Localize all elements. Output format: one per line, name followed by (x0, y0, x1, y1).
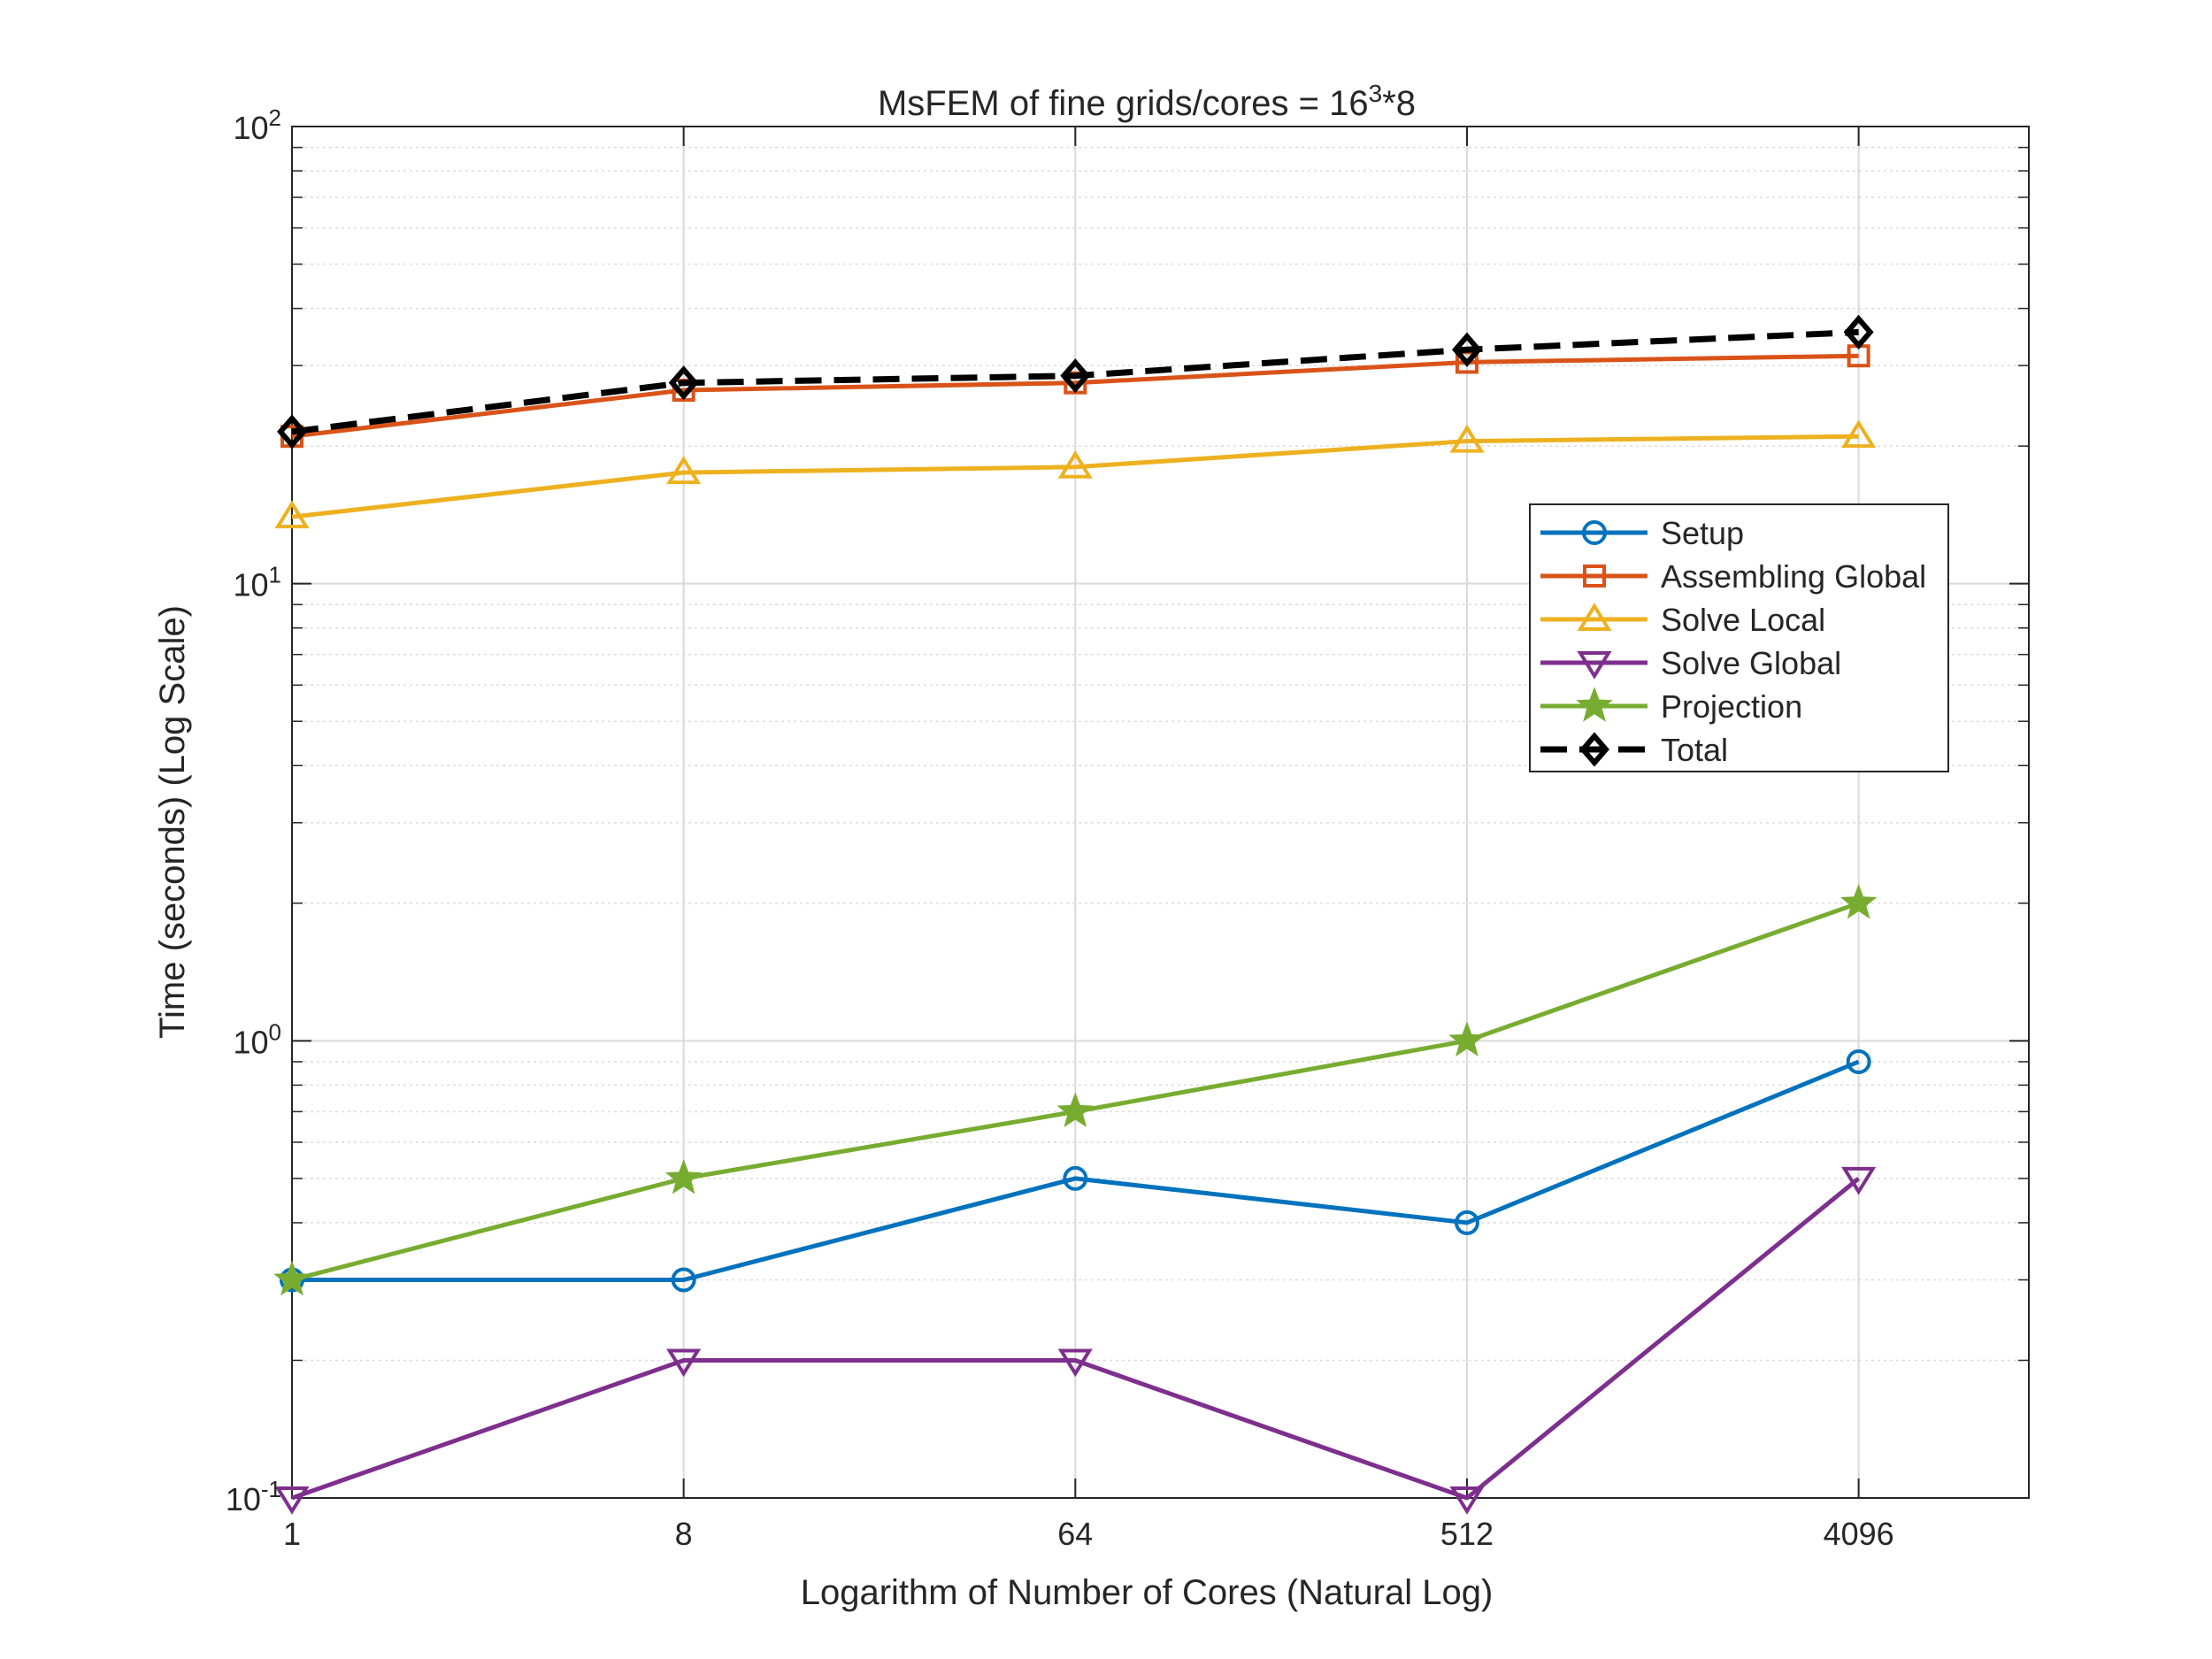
legend-label: Setup (1661, 515, 1744, 551)
legend-item-setup: Setup (1540, 515, 1744, 551)
legend-label: Solve Local (1661, 602, 1825, 638)
y-tick-label: 10-1 (226, 1476, 281, 1517)
series-total (277, 314, 1874, 449)
marker-triangle-down (1057, 1348, 1093, 1378)
series-line-total (291, 328, 1859, 435)
marker-triangle-up (1841, 419, 1877, 449)
y-tick-exponent: 1 (269, 562, 281, 588)
x-tick-label: 512 (1440, 1516, 1494, 1552)
marker-star (664, 1159, 703, 1194)
chart-title-superscript: 3 (1369, 80, 1383, 107)
y-axis-label: Time (seconds) (Log Scale) (153, 605, 192, 1039)
chart-title-suffix: *8 (1382, 84, 1416, 123)
legend: Setup Assembling Global Solve Local Solve G… (1529, 503, 1949, 772)
y-tick-base: 10 (226, 1481, 261, 1517)
y-tick-base: 10 (233, 567, 268, 603)
marker-triangle-down (1841, 1166, 1877, 1195)
y-tick-exponent: 2 (269, 104, 281, 131)
marker-circle (1846, 1048, 1871, 1074)
marker-circle (1454, 1210, 1479, 1235)
marker-circle (1063, 1165, 1088, 1191)
marker-triangle-up (1577, 603, 1612, 631)
series-line-assembling-global (291, 353, 1859, 439)
y-tick-label: 101 (233, 562, 281, 603)
chart-title: MsFEM of fine grids/cores = 163*8 (878, 80, 1416, 124)
series-solve-global (274, 1166, 1877, 1515)
chart-title-main: MsFEM of fine grids/cores = 16 (878, 84, 1369, 123)
series-line-solve-local (291, 434, 1859, 519)
legend-label: Solve Global (1661, 645, 1841, 681)
y-tick-base: 10 (233, 110, 268, 146)
series-solve-local (274, 419, 1877, 529)
marker-triangle-down (1449, 1486, 1485, 1515)
legend-item-projection: Projection (1540, 687, 1802, 725)
y-tick-exponent: -1 (261, 1476, 281, 1502)
series-projection (273, 883, 1878, 1296)
marker-star (1576, 687, 1613, 722)
marker-star (1056, 1092, 1094, 1127)
plot-area (292, 127, 2029, 1498)
marker-diamond (1843, 314, 1874, 349)
x-axis-label: Logarithm of Number of Cores (Natural Lo… (801, 1573, 1494, 1612)
marker-diamond (668, 365, 699, 401)
y-tick-label: 100 (233, 1018, 281, 1060)
marker-circle (671, 1267, 696, 1293)
marker-circle (1582, 520, 1607, 545)
marker-diamond (1451, 332, 1482, 367)
legend-item-solve-global: Solve Global (1540, 645, 1841, 681)
marker-diamond (1579, 732, 1609, 767)
legend-item-solve-local: Solve Local (1540, 602, 1825, 638)
marker-square (1583, 565, 1606, 588)
legend-box (1529, 503, 1949, 772)
marker-diamond (277, 414, 307, 449)
x-tick-label: 4096 (1824, 1516, 1894, 1552)
legend-label: Assembling Global (1661, 558, 1926, 595)
x-tick-label: 64 (1057, 1516, 1093, 1552)
series-layer (273, 314, 1878, 1515)
marker-triangle-up (1057, 449, 1093, 479)
marker-star (1448, 1021, 1486, 1057)
y-tick-base: 10 (233, 1024, 268, 1060)
marker-star (1839, 883, 1878, 919)
series-line-solve-global (291, 1176, 1861, 1501)
marker-triangle-up (666, 456, 702, 485)
series-line-setup (292, 1059, 1860, 1282)
marker-triangle-down (274, 1486, 310, 1515)
x-tick-label: 8 (675, 1516, 693, 1552)
y-tick-label: 102 (233, 104, 281, 146)
marker-triangle-up (274, 500, 310, 529)
x-tick-labels: 1 8 64 512 4096 (283, 1516, 1894, 1552)
y-tick-exponent: 0 (269, 1018, 281, 1045)
marker-triangle-up (1449, 424, 1485, 453)
legend-label: Total (1661, 732, 1728, 768)
marker-diamond (1060, 358, 1091, 394)
legend-label: Projection (1661, 688, 1802, 725)
marker-triangle-down (666, 1348, 702, 1378)
plot-frame (291, 126, 2030, 1499)
legend-item-total: Total (1540, 732, 1728, 768)
marker-star (273, 1260, 311, 1296)
x-tick-label: 1 (283, 1516, 301, 1552)
legend-item-assembling-global: Assembling Global (1540, 558, 1926, 595)
marker-triangle-down (1577, 651, 1612, 680)
